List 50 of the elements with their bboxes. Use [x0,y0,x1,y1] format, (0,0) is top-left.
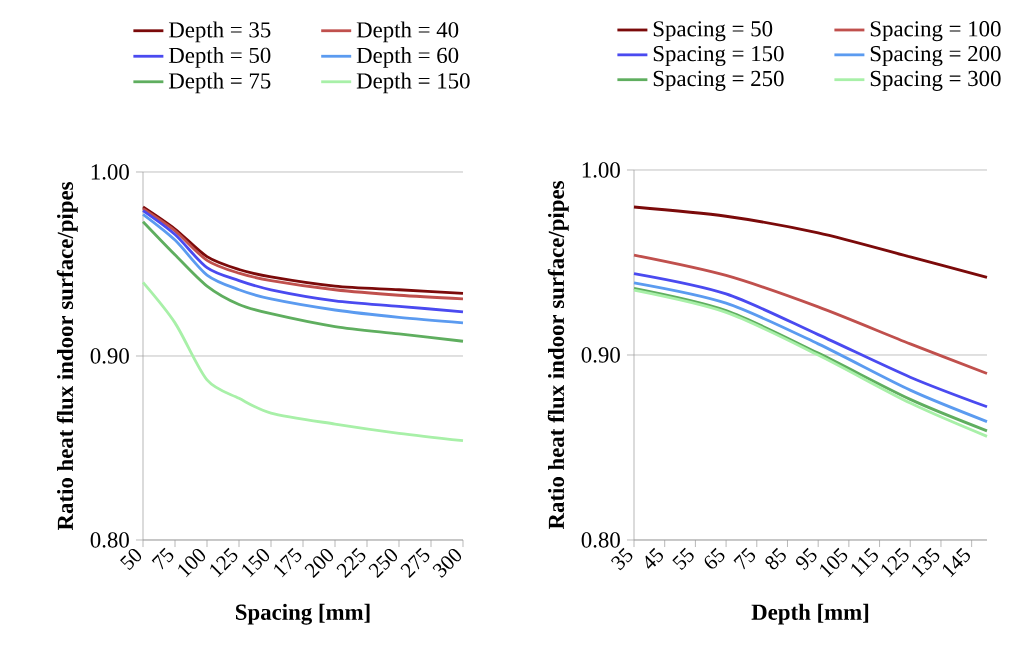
x-tick-label: 85 [765,547,786,570]
line-series [632,253,989,375]
legend-label: Spacing = 150 [653,45,784,67]
legend-label: Depth = 150 [356,72,470,94]
x-axis-title: Spacing [mm] [236,603,370,625]
legend-label: Spacing = 200 [870,45,1001,67]
legend-label: Depth = 50 [168,47,271,68]
x-tick-label: 50 [120,548,142,571]
x-tick-label: 100 [178,548,206,578]
legend-label: Spacing = 50 [653,21,773,42]
x-tick-label: 65 [704,547,725,569]
x-tick-label: 200 [304,548,334,578]
x-tick-label: 135 [912,547,940,578]
x-tick-label: 45 [645,547,664,569]
legend-label: Spacing = 100 [870,21,1001,42]
y-axis-title: Ratio heat flux indoor surface/pipes [56,182,78,531]
x-tick-label: 250 [368,548,398,578]
x-tick-label: 75 [151,547,174,570]
x-tick-label: 125 [210,547,238,578]
legend-label: Depth = 40 [356,21,459,43]
y-axis-title: Ratio heat flux indoor surface/pipes [547,181,569,530]
x-tick-label: 75 [733,547,756,570]
legend-label: Spacing = 250 [653,70,784,91]
line-series [141,220,465,343]
x-tick-label: 105 [820,547,848,578]
line-series [632,205,989,279]
x-tick-label: 95 [795,547,817,571]
x-axis-title: Depth [mm] [751,603,869,625]
y-tick-label: 0.80 [90,532,129,548]
x-tick-label: 225 [336,547,366,578]
legend-label: Spacing = 300 [870,70,1001,91]
legend-label: Depth = 35 [168,21,271,43]
x-tick-label: 115 [851,547,878,577]
x-tick-label: 150 [242,548,270,578]
y-tick-label: 0.90 [90,348,129,364]
y-tick-label: 1.00 [582,162,620,178]
x-tick-label: 55 [672,547,694,570]
legend-label: Depth = 75 [168,72,271,94]
line-series [141,280,465,443]
x-tick-label: 35 [611,547,633,571]
x-tick-label: 275 [400,547,430,578]
y-tick-label: 1.00 [91,164,129,180]
x-tick-label: 300 [432,548,462,578]
y-tick-label: 0.80 [581,532,620,548]
x-tick-label: 145 [942,547,971,578]
line-series [632,272,989,409]
legend-label: Depth = 60 [356,47,459,68]
x-tick-label: 175 [274,547,302,578]
y-tick-label: 0.90 [581,347,620,363]
x-tick-label: 125 [881,547,909,578]
